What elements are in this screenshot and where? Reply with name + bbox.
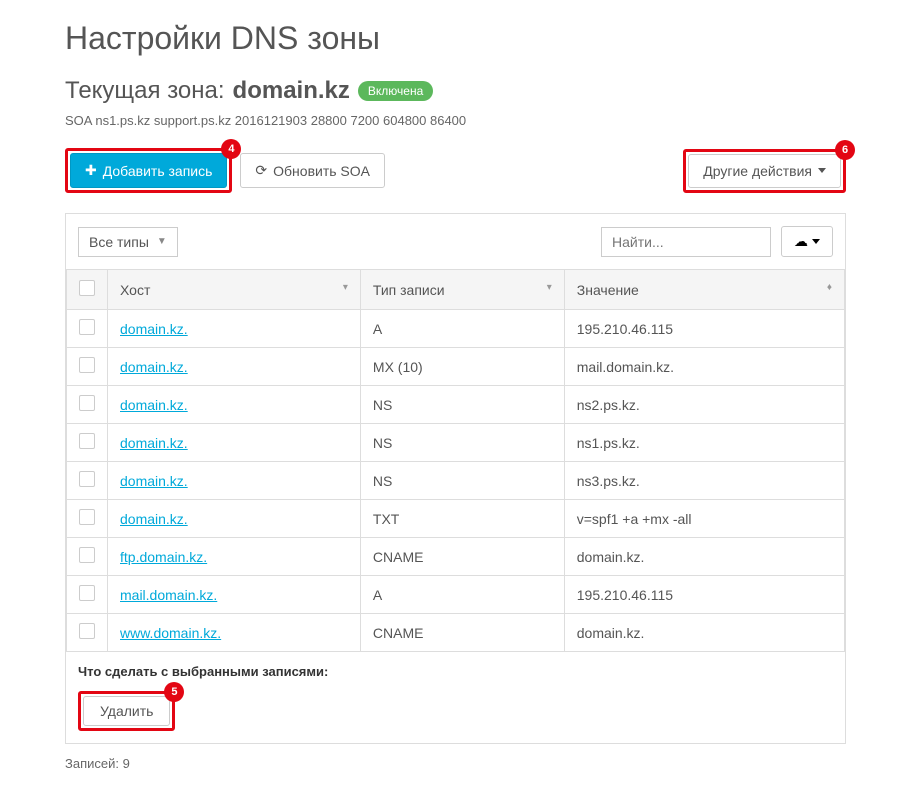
host-link[interactable]: domain.kz. xyxy=(120,321,188,337)
cell-host: www.domain.kz. xyxy=(108,614,361,652)
cell-type: A xyxy=(360,310,564,348)
search-input[interactable] xyxy=(601,227,771,257)
records-panel: Все типы ▼ Хост▾ Тип записи▾ Значение♦ d… xyxy=(65,213,846,744)
sort-icon: ♦ xyxy=(827,282,832,293)
cell-type: NS xyxy=(360,462,564,500)
panel-toolbar: Все типы ▼ xyxy=(66,214,845,269)
type-filter[interactable]: Все типы ▼ xyxy=(78,227,178,257)
row-checkbox[interactable] xyxy=(67,386,108,424)
host-link[interactable]: mail.domain.kz. xyxy=(120,587,217,603)
cell-host: domain.kz. xyxy=(108,500,361,538)
add-record-button[interactable]: ✚ Добавить запись xyxy=(70,153,227,188)
row-checkbox[interactable] xyxy=(67,310,108,348)
cell-value: v=spf1 +a +mx -all xyxy=(564,500,844,538)
caret-down-icon xyxy=(818,168,826,173)
header-type[interactable]: Тип записи▾ xyxy=(360,270,564,310)
row-checkbox[interactable] xyxy=(67,538,108,576)
cell-value: mail.domain.kz. xyxy=(564,348,844,386)
cell-host: mail.domain.kz. xyxy=(108,576,361,614)
cell-type: TXT xyxy=(360,500,564,538)
header-value[interactable]: Значение♦ xyxy=(564,270,844,310)
refresh-icon: ⟳ xyxy=(255,162,267,179)
host-link[interactable]: domain.kz. xyxy=(120,511,188,527)
actions-row: 4 ✚ Добавить запись ⟳ Обновить SOA 6 Дру… xyxy=(65,148,846,193)
plus-icon: ✚ xyxy=(85,162,97,179)
delete-label: Удалить xyxy=(100,703,153,719)
record-count: Записей: 9 xyxy=(65,756,846,771)
table-row: mail.domain.kz. A195.210.46.115 xyxy=(67,576,845,614)
refresh-soa-label: Обновить SOA xyxy=(273,163,370,179)
cell-host: domain.kz. xyxy=(108,310,361,348)
caret-down-icon xyxy=(812,239,820,244)
other-actions-label: Другие действия xyxy=(703,163,812,179)
cell-host: ftp.domain.kz. xyxy=(108,538,361,576)
highlight-add: 4 ✚ Добавить запись xyxy=(65,148,232,193)
highlight-delete: 5 Удалить xyxy=(78,691,175,731)
cell-type: NS xyxy=(360,424,564,462)
bulk-section: Что сделать с выбранными записями: 5 Уда… xyxy=(66,652,845,743)
bulk-label: Что сделать с выбранными записями: xyxy=(78,664,833,679)
type-filter-label: Все типы xyxy=(89,234,149,250)
table-row: domain.kz. MX (10)mail.domain.kz. xyxy=(67,348,845,386)
host-link[interactable]: ftp.domain.kz. xyxy=(120,549,207,565)
cloud-icon xyxy=(794,233,808,250)
other-actions-button[interactable]: Другие действия xyxy=(688,154,841,188)
current-zone-label: Текущая зона: xyxy=(65,77,225,105)
delete-button[interactable]: Удалить xyxy=(83,696,170,726)
row-checkbox[interactable] xyxy=(67,462,108,500)
sort-icon: ▾ xyxy=(547,282,552,293)
cell-value: ns3.ps.kz. xyxy=(564,462,844,500)
table-row: ftp.domain.kz. CNAMEdomain.kz. xyxy=(67,538,845,576)
page-title: Настройки DNS зоны xyxy=(65,20,846,57)
host-link[interactable]: domain.kz. xyxy=(120,473,188,489)
cell-type: CNAME xyxy=(360,538,564,576)
records-table: Хост▾ Тип записи▾ Значение♦ domain.kz.A1… xyxy=(66,269,845,652)
cell-host: domain.kz. xyxy=(108,462,361,500)
host-link[interactable]: domain.kz. xyxy=(120,397,188,413)
table-row: domain.kz. A195.210.46.115 xyxy=(67,310,845,348)
cell-value: domain.kz. xyxy=(564,614,844,652)
caret-down-icon: ▼ xyxy=(157,236,167,247)
callout-badge: 4 xyxy=(221,139,241,159)
row-checkbox[interactable] xyxy=(67,576,108,614)
export-button[interactable] xyxy=(781,226,833,257)
row-checkbox[interactable] xyxy=(67,348,108,386)
host-link[interactable]: domain.kz. xyxy=(120,435,188,451)
soa-line: SOA ns1.ps.kz support.ps.kz 2016121903 2… xyxy=(65,113,846,128)
row-checkbox[interactable] xyxy=(67,424,108,462)
table-row: domain.kz. NSns3.ps.kz. xyxy=(67,462,845,500)
table-row: domain.kz. NSns2.ps.kz. xyxy=(67,386,845,424)
current-zone: Текущая зона: domain.kz Включена xyxy=(65,77,846,105)
cell-value: ns2.ps.kz. xyxy=(564,386,844,424)
cell-type: MX (10) xyxy=(360,348,564,386)
host-link[interactable]: www.domain.kz. xyxy=(120,625,221,641)
cell-host: domain.kz. xyxy=(108,386,361,424)
highlight-other: 6 Другие действия xyxy=(683,149,846,193)
table-row: domain.kz. TXTv=spf1 +a +mx -all xyxy=(67,500,845,538)
header-host[interactable]: Хост▾ xyxy=(108,270,361,310)
cell-host: domain.kz. xyxy=(108,424,361,462)
table-row: domain.kz. NSns1.ps.kz. xyxy=(67,424,845,462)
cell-host: domain.kz. xyxy=(108,348,361,386)
cell-type: CNAME xyxy=(360,614,564,652)
callout-badge: 5 xyxy=(164,682,184,702)
add-record-label: Добавить запись xyxy=(103,163,213,179)
zone-name: domain.kz xyxy=(233,77,350,105)
sort-icon: ▾ xyxy=(343,282,348,293)
header-checkbox[interactable] xyxy=(67,270,108,310)
cell-value: ns1.ps.kz. xyxy=(564,424,844,462)
row-checkbox[interactable] xyxy=(67,500,108,538)
table-row: www.domain.kz. CNAMEdomain.kz. xyxy=(67,614,845,652)
cell-value: 195.210.46.115 xyxy=(564,310,844,348)
callout-badge: 6 xyxy=(835,140,855,160)
host-link[interactable]: domain.kz. xyxy=(120,359,188,375)
row-checkbox[interactable] xyxy=(67,614,108,652)
cell-value: domain.kz. xyxy=(564,538,844,576)
status-badge: Включена xyxy=(358,81,433,101)
refresh-soa-button[interactable]: ⟳ Обновить SOA xyxy=(240,153,385,188)
cell-type: A xyxy=(360,576,564,614)
cell-value: 195.210.46.115 xyxy=(564,576,844,614)
cell-type: NS xyxy=(360,386,564,424)
